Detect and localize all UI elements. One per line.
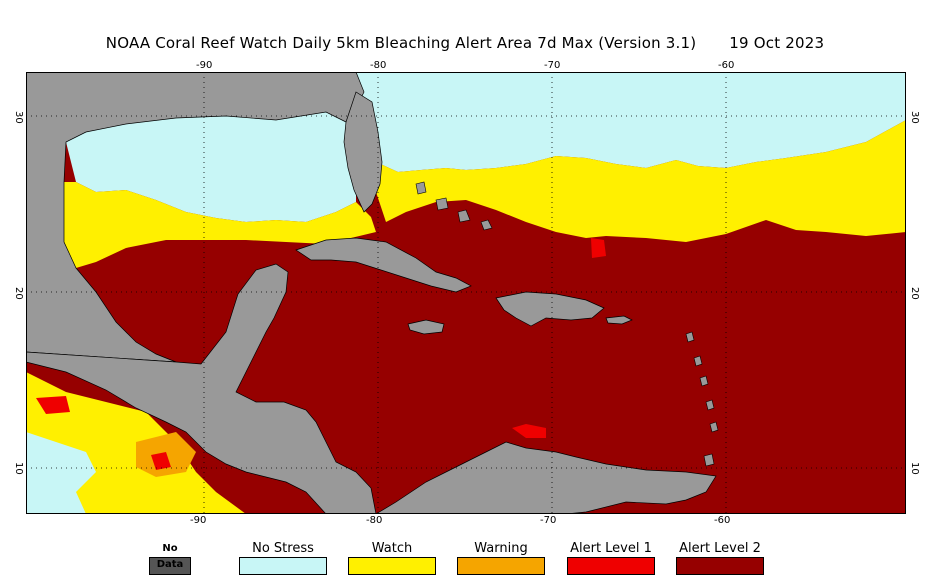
graticule: [26, 72, 906, 514]
lat-tick-left-20: 20: [13, 287, 24, 300]
legend-swatch-no-data: [149, 557, 191, 575]
land-jamaica: [407, 319, 445, 335]
lat-tick-left-30: 30: [13, 111, 24, 124]
lat-tick-left-10: 10: [13, 462, 24, 475]
alert1-area-pacific: [151, 452, 171, 470]
land-puerto-rico: [605, 315, 633, 325]
land-bahamas: [415, 181, 493, 231]
map-title-date: 19 Oct 2023: [729, 34, 825, 52]
legend-item-warning: Warning: [457, 541, 545, 575]
legend-label-no-stress: No Stress: [252, 541, 314, 556]
legend-swatch-watch: [348, 557, 436, 575]
lon-tick-top-70: -70: [544, 60, 561, 71]
legend-item-no-stress: No Stress: [239, 541, 327, 575]
lon-tick-bottom-70: -70: [540, 515, 557, 526]
lon-tick-bottom-60: -60: [714, 515, 731, 526]
lon-tick-bottom-80: -80: [366, 515, 383, 526]
alert1-area-east-pacific: [36, 396, 70, 414]
no-stress-area-atlantic: [356, 72, 906, 172]
land-central-america: [26, 263, 377, 514]
legend-label-no-data: No Data: [156, 543, 184, 570]
legend-swatch-no-stress: [239, 557, 327, 575]
legend-label-alert-level-2: Alert Level 2: [679, 541, 761, 556]
lon-tick-bottom-90: -90: [190, 515, 207, 526]
map-title-main: NOAA Coral Reef Watch Daily 5km Bleachin…: [105, 34, 697, 52]
watch-area-gulf: [64, 182, 376, 268]
map-frame: [26, 72, 906, 514]
alert1-area-caribbean: [591, 238, 606, 258]
lat-tick-right-20: 20: [909, 287, 920, 300]
legend-swatch-alert-level-1: [567, 557, 655, 575]
legend-item-watch: Watch: [348, 541, 436, 575]
no-stress-area-pacific: [26, 432, 96, 514]
land-lesser-antilles: [685, 331, 719, 467]
bleaching-alert-map: [26, 72, 906, 514]
legend-item-alert-level-2: Alert Level 2: [676, 541, 764, 575]
land-florida: [343, 91, 383, 213]
legend-item-no-data: No Data: [149, 541, 191, 575]
no-stress-area-gulf: [66, 112, 356, 222]
legend-label-watch: Watch: [371, 541, 413, 556]
lon-tick-top-90: -90: [196, 60, 213, 71]
legend-swatch-alert-level-2: [676, 557, 764, 575]
land-hispaniola: [495, 291, 605, 327]
legend-label-alert-level-1: Alert Level 1: [570, 541, 652, 556]
map-svg: [26, 72, 906, 514]
legend-item-alert-level-1: Alert Level 1: [567, 541, 655, 575]
lon-tick-top-80: -80: [370, 60, 387, 71]
map-title: NOAA Coral Reef Watch Daily 5km Bleachin…: [0, 34, 930, 52]
lon-tick-top-60: -60: [718, 60, 735, 71]
land-south-america: [375, 441, 717, 514]
land-cuba: [295, 237, 472, 293]
lat-tick-right-30: 30: [909, 111, 920, 124]
legend-label-warning: Warning: [474, 541, 528, 556]
watch-area-atlantic: [376, 120, 906, 242]
legend-swatch-warning: [457, 557, 545, 575]
lat-tick-right-10: 10: [909, 462, 920, 475]
alert1-area-south: [512, 424, 546, 438]
